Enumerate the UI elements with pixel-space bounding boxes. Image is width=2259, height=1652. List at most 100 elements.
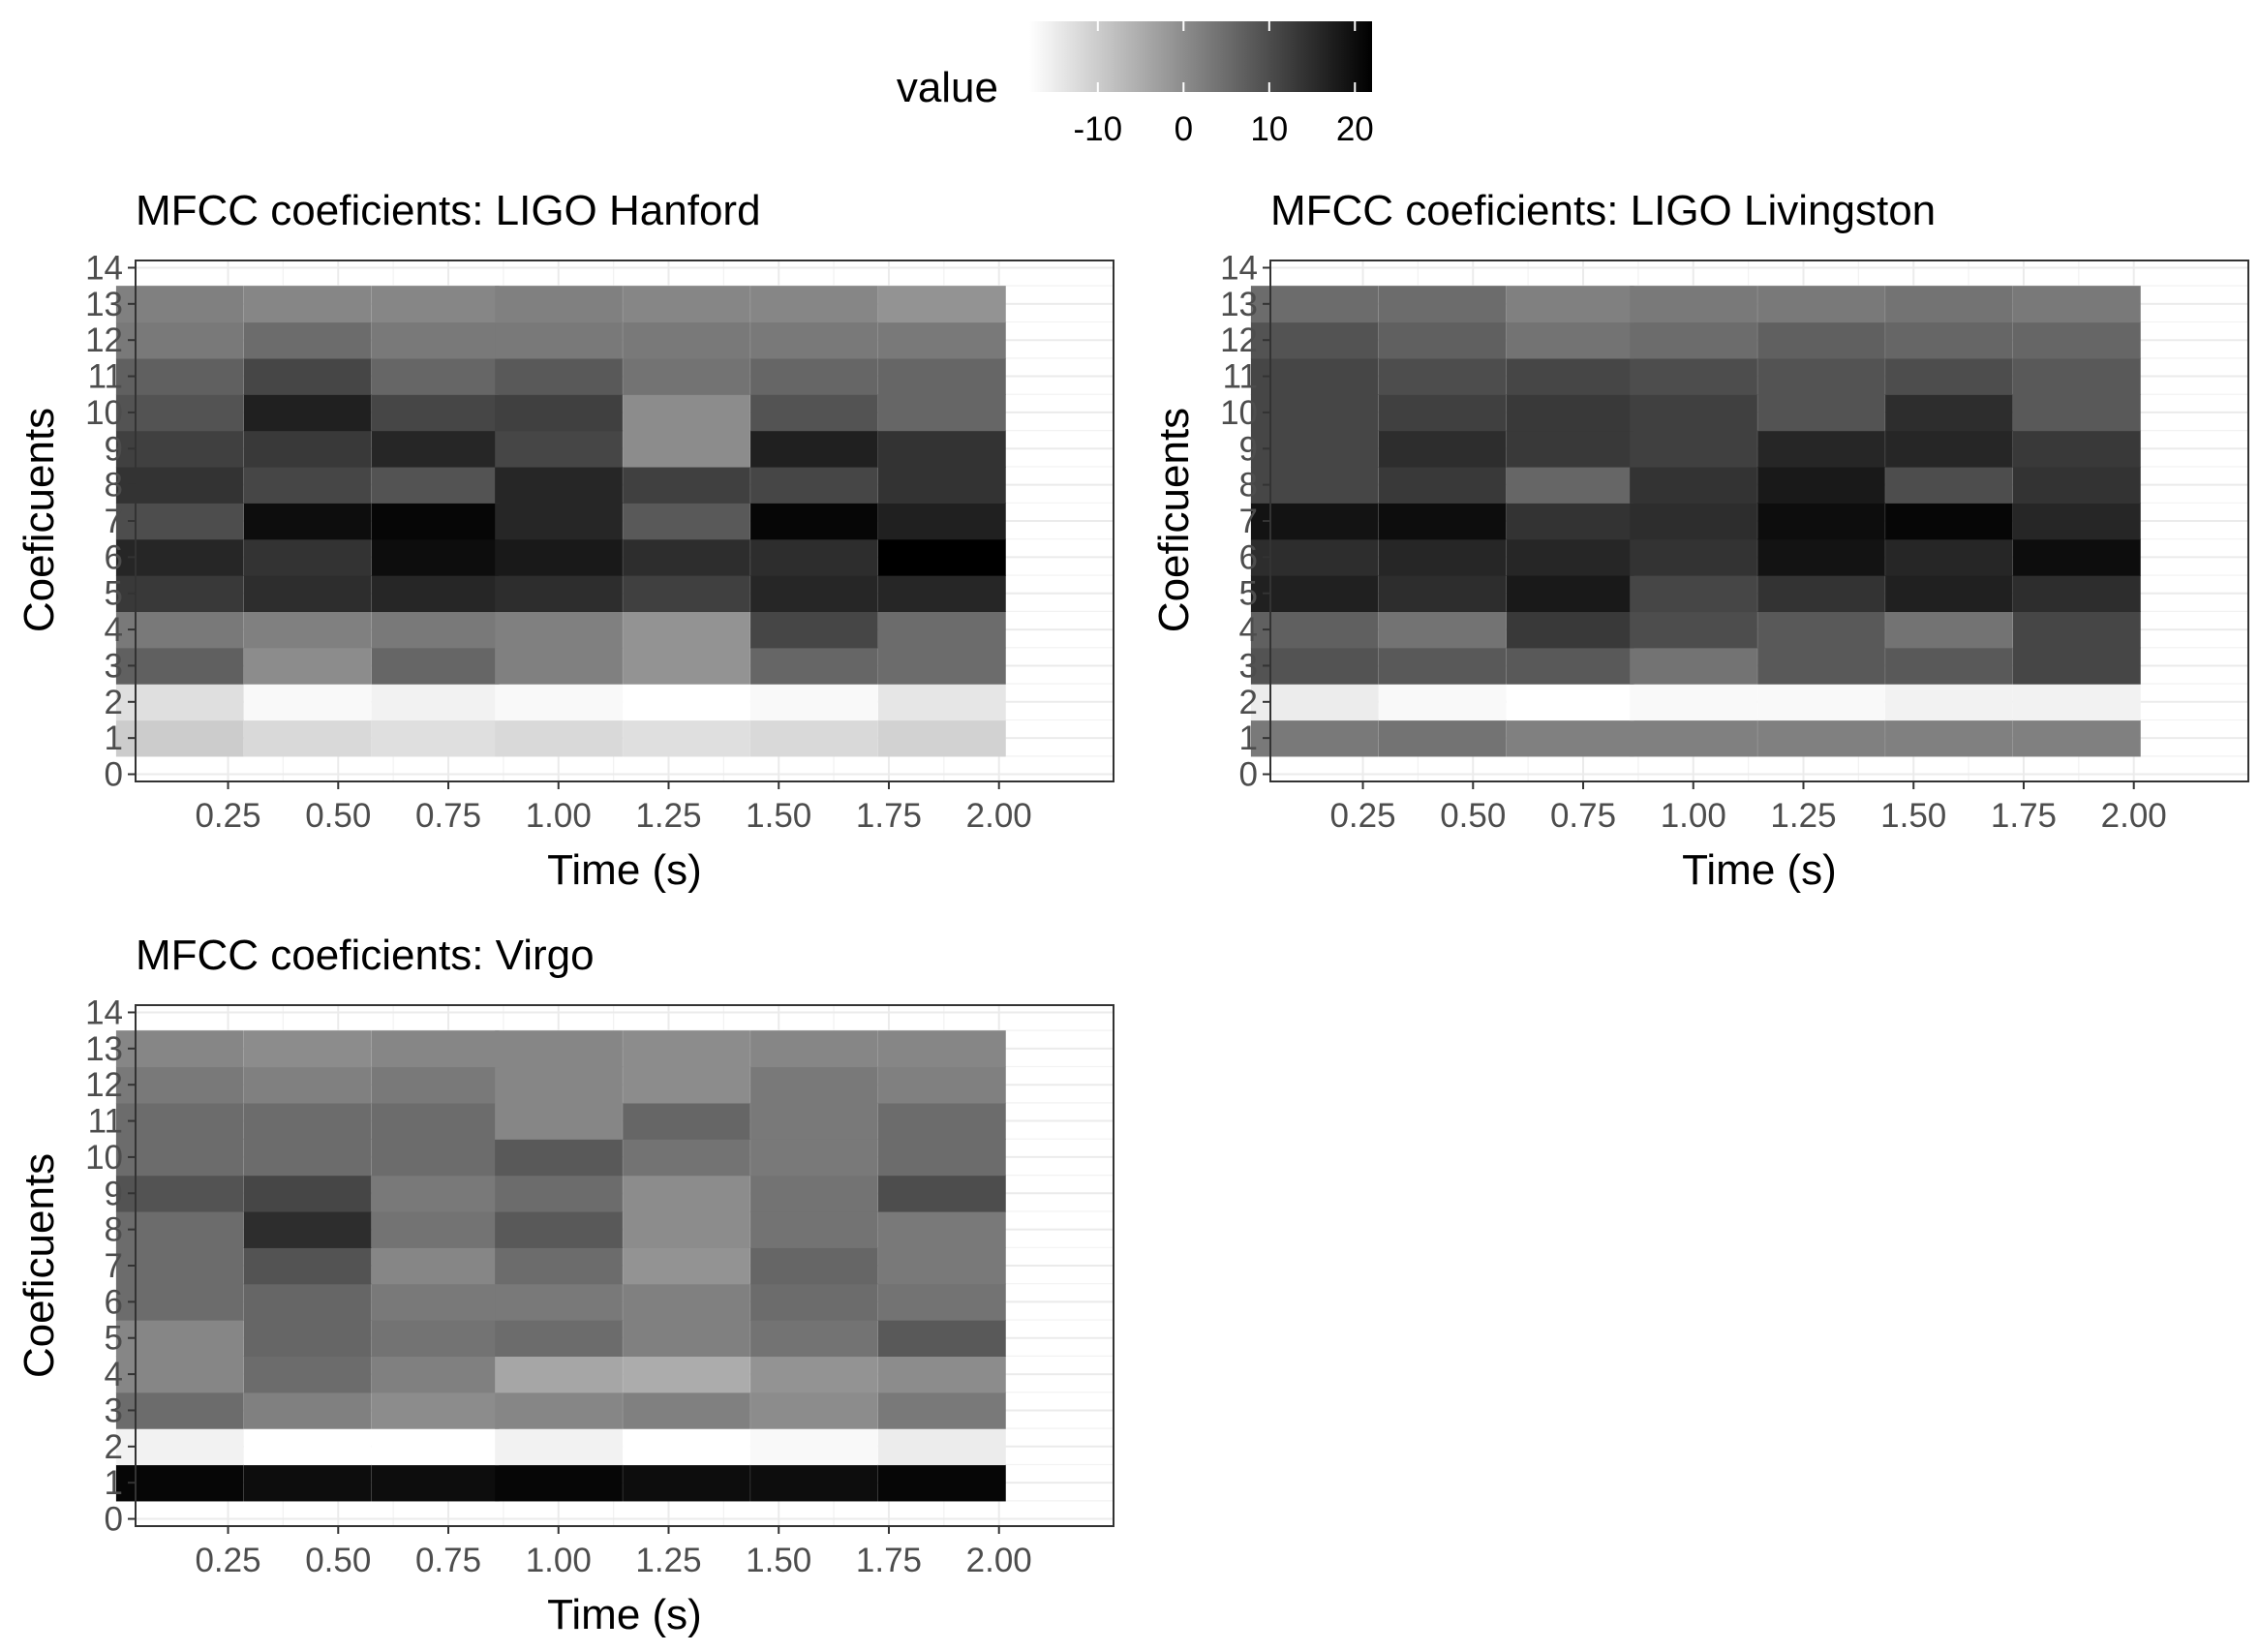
heatmap-cell [371, 1247, 500, 1285]
y-tick-label: 14 [1220, 249, 1258, 287]
heatmap-cell [1250, 684, 1379, 721]
heatmap-cell [115, 321, 244, 359]
y-tick-label: 13 [85, 1030, 123, 1068]
heatmap-cell [495, 575, 623, 613]
heatmap-cell [750, 647, 878, 685]
heatmap-cell [115, 1428, 244, 1466]
heatmap-cell [2012, 286, 2141, 323]
heatmap-cell [495, 1464, 623, 1502]
heatmap-cell [1885, 286, 2013, 323]
x-tick-label: 0.75 [1550, 797, 1616, 835]
heatmap-cell [1885, 575, 2013, 613]
heatmap-cell [115, 503, 244, 540]
heatmap-cell [243, 611, 372, 649]
panel-title-hanford: MFCC coeficients: LIGO Hanford [136, 187, 761, 234]
heatmap-cell [371, 1320, 500, 1358]
heatmap-cell [371, 1210, 500, 1248]
heatmap-cell [371, 1464, 500, 1502]
heatmap-cell [623, 1175, 750, 1212]
heatmap-cell [1506, 286, 1634, 323]
heatmap-cell [243, 466, 372, 504]
y-tick-label: 5 [1239, 575, 1258, 613]
heatmap-cell [1506, 503, 1634, 540]
x-tick-label: 2.00 [2101, 797, 2167, 835]
heatmap-cell [495, 1283, 623, 1321]
heatmap-cell [243, 430, 372, 468]
heatmap-cell [495, 394, 623, 432]
y-tick-label: 8 [1239, 467, 1258, 505]
y-tick-label: 0 [105, 756, 123, 794]
heatmap-cell [243, 1247, 372, 1285]
heatmap-cell [1506, 719, 1634, 757]
heatmap-cell [495, 1139, 623, 1177]
y-tick-label: 14 [85, 249, 123, 287]
heatmap-cell [495, 1320, 623, 1358]
heatmap-cell [1506, 394, 1634, 432]
heatmap-cell [623, 394, 750, 432]
heatmap-cell [623, 466, 750, 504]
heatmap-cell [243, 1102, 372, 1140]
legend-title: value [897, 64, 998, 111]
heatmap-cell [623, 1066, 750, 1104]
y-tick-label: 2 [105, 684, 123, 721]
heatmap-cell [750, 430, 878, 468]
heatmap-cell [2012, 684, 2141, 721]
heatmap-cell [623, 1139, 750, 1177]
heatmap-cell [1506, 684, 1634, 721]
heatmap-cell [750, 719, 878, 757]
heatmap-cell [1630, 503, 1757, 540]
heatmap-cell [1757, 684, 1885, 721]
heatmap-cell [623, 430, 750, 468]
heatmap-cell [371, 611, 500, 649]
panel-hanford: MFCC coeficients: LIGO Hanford 012345678… [15, 187, 1114, 894]
heatmap-cell [371, 430, 500, 468]
heatmap-cell [2012, 575, 2141, 613]
heatmap-cell [877, 394, 1006, 432]
heatmap-cell [623, 611, 750, 649]
heatmap-cell [1630, 286, 1757, 323]
heatmap-cell [1757, 466, 1885, 504]
heatmap-cell [1757, 503, 1885, 540]
heatmap-cell [1885, 647, 2013, 685]
heatmap-cell [1250, 719, 1379, 757]
heatmap-cell [877, 286, 1006, 323]
heatmap-cell [623, 1030, 750, 1068]
heatmap-cell [243, 321, 372, 359]
heatmap-cell [750, 1283, 878, 1321]
heatmap-cell [1757, 286, 1885, 323]
x-tick-label: 0.75 [415, 797, 481, 835]
heatmap-cell [115, 611, 244, 649]
heatmap-cell [750, 1030, 878, 1068]
heatmap-cell [1378, 503, 1507, 540]
heatmap-cell [2012, 466, 2141, 504]
heatmap-cell [115, 1102, 244, 1140]
heatmap-cell [1885, 321, 2013, 359]
heatmap-cell [623, 286, 750, 323]
heatmap-cell [495, 466, 623, 504]
x-tick-label: 0.50 [1440, 797, 1506, 835]
heatmap-cell [877, 1139, 1006, 1177]
heatmap-cell [495, 357, 623, 395]
x-axis-title-virgo: Time (s) [547, 1591, 702, 1638]
heatmap-cell [2012, 430, 2141, 468]
panel-title-virgo: MFCC coeficients: Virgo [136, 932, 595, 979]
heatmap-cell [1630, 719, 1757, 757]
heatmap-cell [1630, 430, 1757, 468]
y-tick-label: 0 [1239, 756, 1258, 794]
heatmap-cell [1885, 466, 2013, 504]
heatmap-cell [623, 647, 750, 685]
heatmap-cell [115, 466, 244, 504]
heatmap-cell [1378, 719, 1507, 757]
heatmap-cell [1506, 647, 1634, 685]
y-tick-label: 2 [105, 1428, 123, 1466]
y-tick-label: 11 [88, 1103, 123, 1141]
y-tick-label: 4 [105, 1356, 123, 1393]
heatmap-tiles [115, 1030, 1006, 1502]
heatmap-cell [115, 575, 244, 613]
heatmap-cell [750, 1392, 878, 1429]
heatmap-cell [877, 357, 1006, 395]
heatmap-cell [1630, 321, 1757, 359]
x-tick-label: 0.50 [305, 1542, 371, 1579]
